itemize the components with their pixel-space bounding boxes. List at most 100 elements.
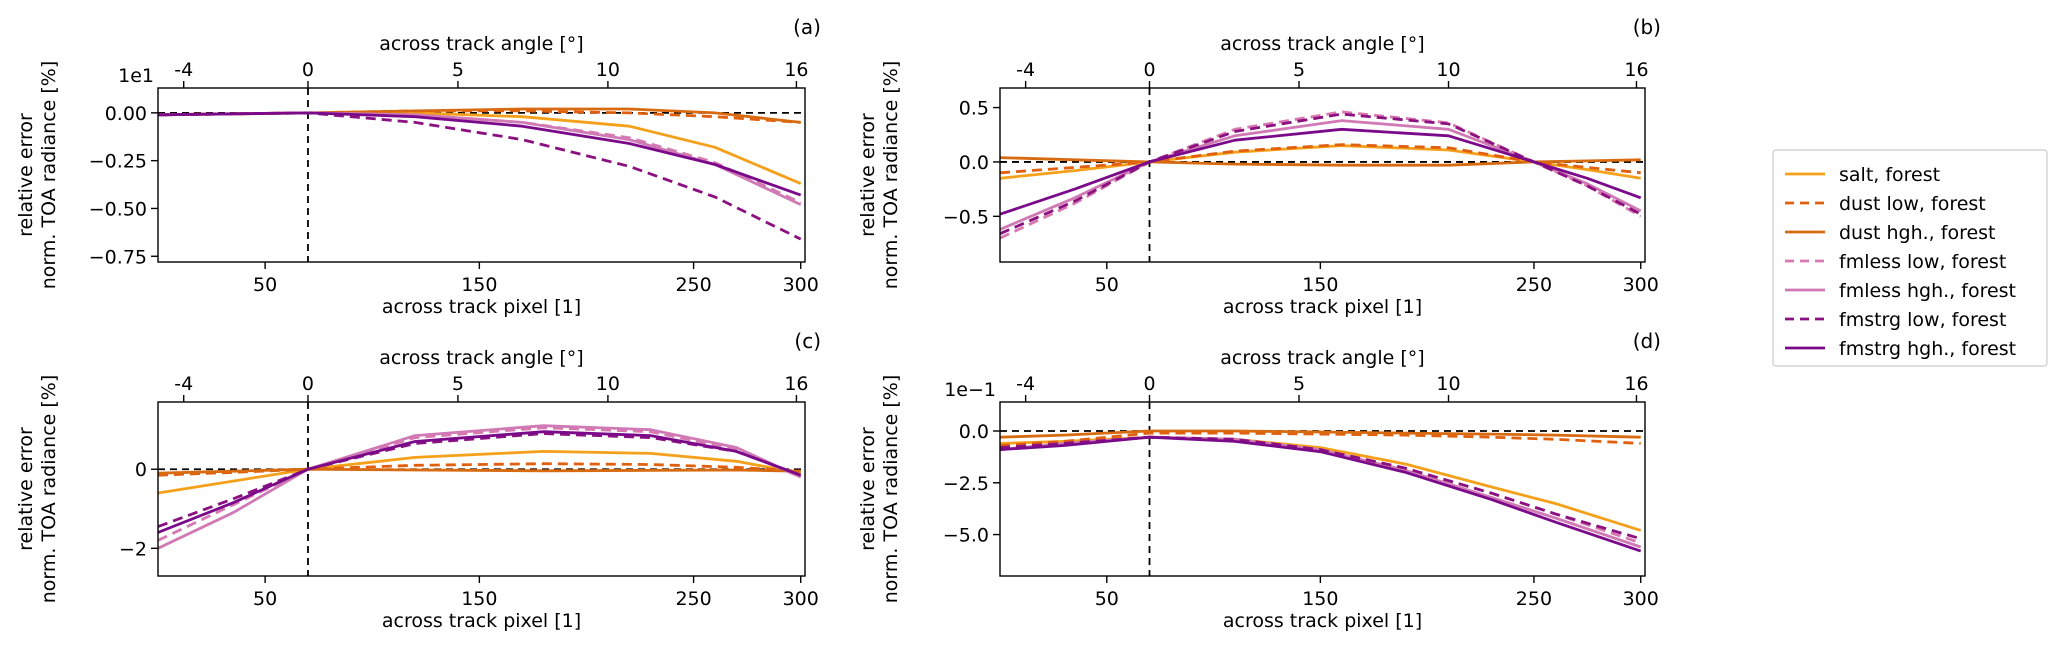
panel-3: 50 150 250 300 -4 0 5 10 16 0 −2 across track pixel… (15, 329, 821, 632)
y-axis-title: relative errornorm. TOA radiance [%] (15, 61, 60, 290)
series-line-dust-hgh-forest (158, 467, 801, 475)
x-tick-label: 300 (783, 588, 819, 610)
panel-label: (d) (1633, 329, 1661, 353)
x-tick-label: 150 (1302, 274, 1338, 296)
x-tick-label: 300 (783, 274, 819, 296)
top-tick-label: 0 (302, 59, 314, 81)
legend-label: dust hgh., forest (1839, 222, 1996, 244)
top-tick-label: 5 (452, 373, 464, 395)
y-tick-label: −5.0 (943, 525, 989, 547)
top-tick-label: 10 (596, 373, 620, 395)
legend: salt, forest dust low, forest dust hgh., f… (1772, 149, 2048, 367)
top-axis-title: across track angle [°] (379, 33, 583, 55)
top-tick-label: -4 (1016, 373, 1035, 395)
series-line-dust-low-forest (1000, 143, 1641, 175)
series-line-fmless-hgh-forest (158, 424, 802, 550)
y-tick-label: −0.75 (89, 246, 147, 268)
top-tick-label: 10 (1436, 373, 1460, 395)
series-line-fmstrg-hgh-forest (1000, 435, 1642, 553)
axis-offset-text: 1e1 (118, 65, 154, 87)
top-tick-label: 16 (1624, 373, 1648, 395)
x-tick-label: 250 (675, 274, 711, 296)
panel-1: 50 150 250 300 -4 0 5 10 16 0.00 −0.25 −0.50 −0.75 ac… (15, 15, 821, 318)
legend-label: fmstrg low, forest (1839, 309, 2006, 331)
x-tick-label: 50 (1095, 274, 1119, 296)
series-line-fmstrg-low-forest (158, 432, 802, 528)
x-tick-label: 300 (1623, 588, 1659, 610)
series-line-dust-low-forest (1000, 431, 1641, 447)
top-tick-label: 0 (1143, 59, 1155, 81)
legend-label: salt, forest (1839, 164, 1940, 186)
series-line-fmless-low-forest (158, 426, 802, 542)
y-tick-label: 0.00 (105, 103, 147, 125)
series-line-fmless-hgh-forest (1000, 435, 1642, 549)
top-tick-label: 5 (1293, 373, 1305, 395)
top-tick-label: -4 (174, 373, 193, 395)
y-tick-label: −0.5 (943, 206, 989, 228)
top-tick-label: 0 (1143, 373, 1155, 395)
panel-4: 50 150 250 300 -4 0 5 10 16 0.0 −2.5 −5.0 across tra… (857, 329, 1661, 632)
y-tick-label: 0.5 (959, 98, 989, 120)
y-tick-label: −0.50 (89, 198, 147, 220)
legend-label: fmless hgh., forest (1839, 280, 2016, 302)
series-line-dust-hgh-forest (1000, 429, 1641, 439)
top-tick-label: -4 (174, 59, 193, 81)
plot-frame (999, 87, 1646, 263)
x-axis-title: across track pixel [1] (382, 296, 581, 318)
top-tick-label: 5 (1293, 59, 1305, 81)
x-tick-label: 150 (461, 588, 497, 610)
panel-2: 50 150 250 300 -4 0 5 10 16 0.5 0.0 −0.5 across trac… (857, 15, 1661, 318)
top-axis-title: across track angle [°] (1220, 347, 1424, 369)
y-tick-label: −2.5 (943, 473, 989, 495)
series-line-salt-forest (158, 450, 801, 495)
x-tick-label: 250 (675, 588, 711, 610)
legend-item: fmstrg hgh., forest (1785, 338, 2016, 360)
legend-item: salt, forest (1785, 164, 1940, 186)
top-tick-label: 10 (1436, 59, 1460, 81)
legend-item: dust hgh., forest (1785, 222, 1996, 244)
series-line-fmstrg-hgh-forest (158, 111, 802, 197)
plot-frame (999, 401, 1646, 577)
series-line-fmstrg-hgh-forest (158, 430, 802, 534)
x-tick-label: 150 (461, 274, 497, 296)
top-tick-label: 5 (452, 59, 464, 81)
top-tick-label: -4 (1016, 59, 1035, 81)
y-tick-label: 0.0 (959, 421, 989, 443)
x-tick-label: 50 (253, 588, 277, 610)
top-tick-label: 16 (784, 373, 808, 395)
x-axis-title: across track pixel [1] (1223, 296, 1422, 318)
plot-frame (157, 401, 806, 577)
x-tick-label: 250 (1516, 274, 1552, 296)
series-line-fmstrg-low-forest (158, 111, 802, 241)
legend-frame (1772, 149, 2048, 367)
y-tick-label: 0 (135, 459, 147, 481)
legend-label: fmstrg hgh., forest (1839, 338, 2016, 360)
y-tick-label: 0.0 (959, 152, 989, 174)
panel-label: (b) (1633, 15, 1661, 39)
legend-item: fmstrg low, forest (1785, 309, 2006, 331)
top-axis-title: across track angle [°] (1220, 33, 1424, 55)
x-tick-label: 50 (1095, 588, 1119, 610)
y-axis-title: relative errornorm. TOA radiance [%] (15, 375, 60, 604)
x-axis-title: across track pixel [1] (382, 610, 581, 632)
top-tick-label: 16 (784, 59, 808, 81)
legend-label: dust low, forest (1839, 193, 1986, 215)
y-axis-title: relative errornorm. TOA radiance [%] (857, 61, 902, 290)
series-line-fmless-hgh-forest (1000, 119, 1642, 231)
series-line-fmstrg-hgh-forest (1000, 127, 1642, 216)
legend-item: fmless low, forest (1785, 251, 2006, 273)
panel-label: (a) (793, 15, 821, 39)
series-line-fmstrg-low-forest (1000, 435, 1642, 541)
y-tick-label: −2 (119, 538, 147, 560)
series-line-fmless-low-forest (158, 111, 802, 204)
top-tick-label: 0 (302, 373, 314, 395)
x-tick-label: 250 (1516, 588, 1552, 610)
top-tick-label: 10 (596, 59, 620, 81)
top-tick-label: 16 (1624, 59, 1648, 81)
x-axis-title: across track pixel [1] (1223, 610, 1422, 632)
panel-label: (c) (794, 329, 821, 353)
axis-offset-text: 1e−1 (944, 379, 996, 401)
top-axis-title: across track angle [°] (379, 347, 583, 369)
plot-frame (157, 87, 806, 263)
